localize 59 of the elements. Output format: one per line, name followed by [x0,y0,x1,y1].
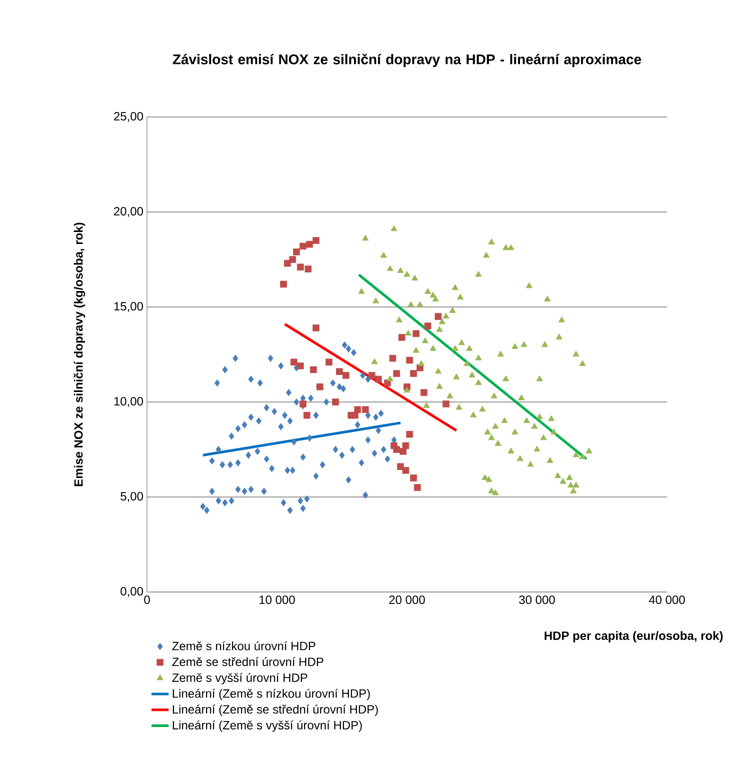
point [354,406,361,413]
point [412,330,420,337]
point [312,324,320,332]
point [352,412,358,419]
legend-label: Země s nízkou úrovní HDP [172,641,316,650]
point [280,280,287,288]
y-tick-label: 0,00 [120,587,143,597]
legend-label: Lineární (Země s vyšší úrovní HDP) [172,720,362,732]
point [420,389,428,396]
point [400,448,406,455]
point [297,264,304,270]
point [402,467,410,474]
chart-title: Závislost emisí NOX ze silniční dopravy na HDP - lineární aproximace [172,54,642,68]
point [398,334,406,341]
point [406,356,413,364]
point [332,398,339,406]
x-axis-title: HDP per capita (eur/osoba, rok) [544,631,723,642]
point [310,366,317,374]
point [410,474,417,482]
point [306,240,313,248]
point [304,266,312,272]
point [410,370,417,377]
y-axis-title: Emise NOX ze silniční dopravy (kg/osoba, rok) [74,222,86,486]
y-tick-label: 10,00 [114,397,143,407]
point [375,376,382,383]
point [424,322,432,330]
point [393,370,400,377]
point [293,248,300,256]
point [304,412,310,419]
point [289,256,296,263]
point [368,372,376,379]
legend-label: Lineární (Země se střední úrovní HDP) [172,704,378,716]
point [406,430,413,438]
y-tick-label: 5,00 [120,492,143,502]
point [336,368,343,375]
point [312,237,320,244]
point [390,442,398,450]
point [402,442,410,450]
point [389,354,396,362]
legend-label: Země se střední úrovní HDP [172,657,324,666]
point [297,362,304,370]
x-tick-label: 30 000 [519,596,555,604]
point [326,358,332,366]
y-tick-label: 20,00 [114,207,143,217]
point [362,406,369,413]
legend-label: Lineární (Země s nízkou úrovní HDP) [172,688,370,700]
x-tick-label: 20 000 [389,596,425,604]
y-tick-label: 25,00 [114,112,143,122]
point [442,400,450,408]
point [290,358,298,366]
legend-label: Země s vyšší úrovní HDP [172,673,308,684]
x-tick-label: 0 [144,596,150,604]
point [300,242,306,250]
point [414,484,421,491]
x-tick-label: 10 000 [260,596,295,604]
y-tick-label: 15,00 [114,302,143,312]
x-tick-label: 40 000 [648,596,685,604]
point [434,313,442,320]
point [342,372,350,379]
